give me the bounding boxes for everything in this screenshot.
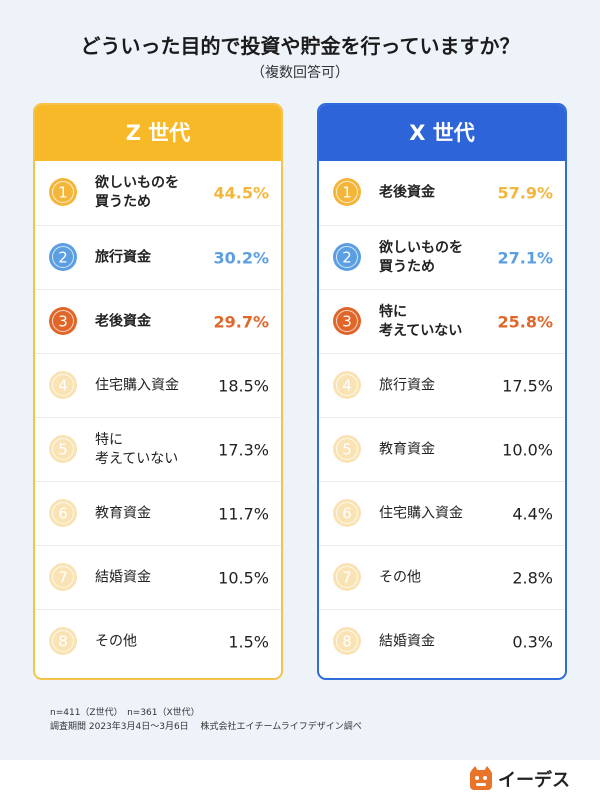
rank-number: 1 [342, 184, 352, 202]
ranking-row: 6 教育資金 11.7% [35, 481, 281, 545]
rank-medal-icon: 5 [49, 435, 77, 463]
ranking-row: 5 特に 考えていない 17.3% [35, 417, 281, 481]
row-percentage: 2.8% [512, 568, 553, 587]
z-generation-panel: Z 世代 1 欲しいものを 買うため 44.5% 2 旅行資金 30.2% 3 老後資金 29.… [33, 103, 283, 680]
row-label: 旅行資金 [379, 377, 435, 393]
ranking-row: 7 結婚資金 10.5% [35, 545, 281, 609]
ranking-row: 5 教育資金 10.0% [319, 417, 565, 481]
rank-number: 8 [58, 633, 68, 651]
ranking-row: 6 住宅購入資金 4.4% [319, 481, 565, 545]
dog-logo-icon [470, 766, 492, 790]
rank-number: 7 [58, 569, 68, 587]
row-label: 住宅購入資金 [95, 377, 179, 393]
row-percentage: 10.5% [218, 568, 269, 587]
row-label: 教育資金 [379, 441, 435, 457]
ranking-row: 3 老後資金 29.7% [35, 289, 281, 353]
row-percentage: 57.9% [497, 183, 553, 203]
footer-bar: イーデス [0, 760, 600, 800]
survey-notes: n=411（Z世代） n=361（X世代） 調査期間 2023年3月4日～3月6… [50, 706, 362, 734]
brand-name: イーデス [498, 770, 570, 791]
panel-header: X 世代 [319, 105, 565, 161]
row-percentage: 44.5% [213, 183, 269, 203]
rank-number: 5 [342, 441, 352, 459]
survey-period-note: 調査期間 2023年3月4日～3月6日 株式会社エイチームライフデザイン調べ [50, 722, 362, 732]
row-label: 旅行資金 [95, 249, 151, 265]
row-percentage: 11.7% [218, 504, 269, 523]
page-subtitle: （複数回答可） [251, 65, 349, 81]
row-label: その他 [379, 569, 421, 585]
rank-number: 3 [58, 313, 68, 331]
ranking-row: 2 旅行資金 30.2% [35, 225, 281, 289]
rank-number: 6 [342, 505, 352, 523]
row-percentage: 30.2% [213, 248, 269, 267]
rank-number: 5 [58, 441, 68, 459]
rank-medal-icon: 8 [333, 627, 361, 655]
row-percentage: 27.1% [497, 248, 553, 267]
rank-number: 4 [58, 377, 68, 395]
ranking-row: 8 結婚資金 0.3% [319, 609, 565, 673]
row-percentage: 25.8% [497, 312, 553, 331]
row-percentage: 17.3% [218, 440, 269, 459]
rank-medal-icon: 3 [333, 307, 361, 335]
rank-medal-icon: 5 [333, 435, 361, 463]
row-label: 欲しいものを 買うため [95, 175, 179, 210]
rank-medal-icon: 4 [333, 371, 361, 399]
rank-number: 6 [58, 505, 68, 523]
row-label: 老後資金 [379, 184, 435, 201]
ranking-row: 4 住宅購入資金 18.5% [35, 353, 281, 417]
x-generation-panel: X 世代 1 老後資金 57.9% 2 欲しいものを 買うため 27.1% 3 特に 考えてい… [317, 103, 567, 680]
row-label: 教育資金 [95, 505, 151, 521]
brand-logo: イーデス [468, 766, 570, 792]
panel-header: Z 世代 [35, 105, 281, 161]
rank-number: 3 [342, 313, 352, 331]
rank-number: 2 [342, 249, 352, 267]
rank-number: 8 [342, 633, 352, 651]
ranking-row: 4 旅行資金 17.5% [319, 353, 565, 417]
rank-medal-icon: 6 [333, 499, 361, 527]
ranking-row: 8 その他 1.5% [35, 609, 281, 673]
rank-number: 4 [342, 377, 352, 395]
rank-number: 7 [342, 569, 352, 587]
rank-medal-icon: 2 [333, 243, 361, 271]
rank-medal-icon: 1 [333, 178, 361, 206]
row-label: 結婚資金 [379, 633, 435, 649]
row-label: 住宅購入資金 [379, 505, 463, 521]
row-percentage: 10.0% [502, 440, 553, 459]
row-percentage: 18.5% [218, 376, 269, 395]
ranking-list: 1 老後資金 57.9% 2 欲しいものを 買うため 27.1% 3 特に 考えていない 25.… [319, 161, 565, 673]
row-label: 結婚資金 [95, 569, 151, 585]
rank-medal-icon: 4 [49, 371, 77, 399]
row-percentage: 4.4% [512, 504, 553, 523]
rank-medal-icon: 7 [49, 563, 77, 591]
row-label: 老後資金 [95, 313, 151, 329]
rank-medal-icon: 2 [49, 243, 77, 271]
rank-medal-icon: 6 [49, 499, 77, 527]
sample-size-note: n=411（Z世代） n=361（X世代） [50, 708, 200, 718]
row-percentage: 17.5% [502, 376, 553, 395]
rank-medal-icon: 1 [49, 178, 77, 206]
row-percentage: 1.5% [228, 632, 269, 651]
row-label: その他 [95, 633, 137, 649]
row-label: 欲しいものを 買うため [379, 239, 463, 275]
row-label: 特に 考えていない [95, 431, 179, 467]
rank-medal-icon: 3 [49, 307, 77, 335]
row-percentage: 0.3% [512, 632, 553, 651]
row-percentage: 29.7% [213, 312, 269, 331]
ranking-row: 1 老後資金 57.9% [319, 161, 565, 225]
row-label: 特に 考えていない [379, 303, 463, 339]
ranking-row: 7 その他 2.8% [319, 545, 565, 609]
ranking-row: 3 特に 考えていない 25.8% [319, 289, 565, 353]
rank-medal-icon: 7 [333, 563, 361, 591]
ranking-list: 1 欲しいものを 買うため 44.5% 2 旅行資金 30.2% 3 老後資金 29.7% 4 住宅… [35, 161, 281, 673]
rank-number: 2 [58, 249, 68, 267]
rank-number: 1 [58, 184, 68, 202]
page-title: どういった目的で投資や貯金を行っていますか？ [80, 34, 520, 58]
ranking-row: 1 欲しいものを 買うため 44.5% [35, 161, 281, 225]
rank-medal-icon: 8 [49, 627, 77, 655]
ranking-row: 2 欲しいものを 買うため 27.1% [319, 225, 565, 289]
